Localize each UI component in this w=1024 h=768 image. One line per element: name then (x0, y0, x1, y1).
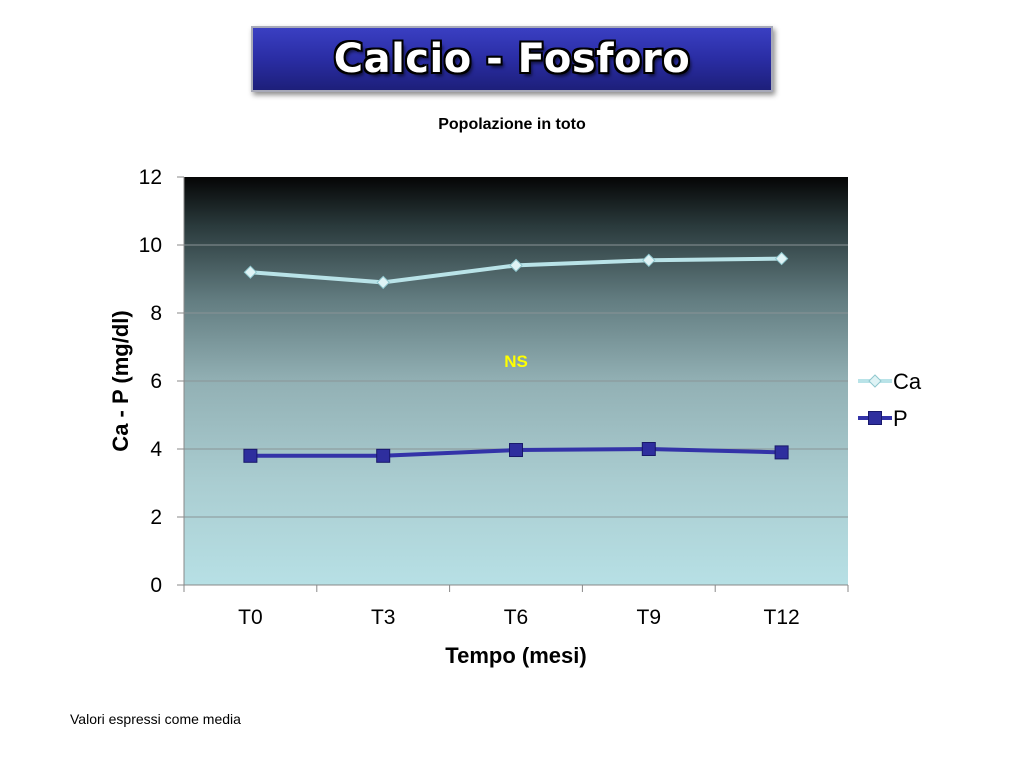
significance-annotation: NS (504, 352, 528, 371)
data-point-p (774, 445, 789, 460)
legend-label-ca: Ca (893, 369, 922, 394)
y-tick-label: 10 (139, 234, 162, 257)
title-banner: Calcio - Fosforo (251, 26, 773, 92)
legend-label-p: P (893, 406, 908, 431)
x-axis-title: Tempo (mesi) (445, 643, 586, 668)
axes (177, 176, 849, 592)
y-tick-labels: 0 2 4 6 8 10 12 (139, 166, 163, 597)
chart-title: Popolazione in toto (438, 116, 586, 133)
data-point-p (509, 443, 523, 458)
x-tick-label: T0 (238, 606, 263, 629)
y-tick-label: 12 (139, 166, 162, 189)
data-point-ca (642, 253, 656, 268)
y-tick-label: 0 (150, 574, 162, 597)
data-point-p (641, 442, 656, 456)
data-point-ca (376, 275, 390, 290)
y-tick-label: 8 (150, 302, 162, 325)
y-tick-label: 6 (150, 370, 162, 393)
series-lines (243, 251, 789, 463)
data-point-ca (243, 265, 258, 279)
footnote: Valori espressi come media (70, 711, 241, 727)
x-tick-label: T12 (764, 606, 800, 629)
x-tick-label: T6 (504, 606, 529, 629)
y-tick-label: 2 (150, 506, 162, 529)
legend-marker-ca (868, 374, 882, 388)
slide-title: Calcio - Fosforo (333, 36, 691, 82)
x-tick-label: T9 (637, 606, 662, 629)
data-point-ca (509, 258, 523, 273)
x-tick-label: T3 (371, 606, 396, 629)
legend-marker-p (868, 411, 882, 425)
data-point-p (243, 448, 258, 463)
y-axis-title: Ca - P (mg/dl) (108, 310, 133, 451)
data-point-ca (774, 251, 789, 266)
y-tick-label: 4 (150, 438, 162, 461)
x-tick-labels: T0 T3 T6 T9 T12 (238, 606, 800, 629)
legend: Ca P (858, 369, 922, 431)
data-point-p (376, 448, 391, 463)
